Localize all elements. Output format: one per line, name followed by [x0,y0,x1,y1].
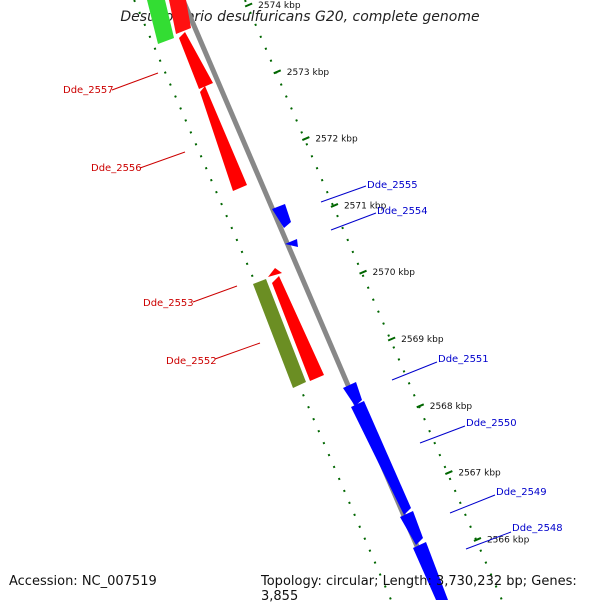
leader-line-dde-2548 [465,531,512,550]
scale-tick [387,336,396,342]
gene-feature-other [147,0,174,44]
scale-tick-label: 2573 kbp [287,68,330,78]
scale-tick [244,2,253,8]
gene-feature-dde-2550 [351,401,411,515]
map-title: Desulfovibrio desulfuricans G20, complet… [120,9,480,25]
leader-line-dde-2552 [214,342,261,360]
gene-label-dde-2551[interactable]: Dde_2551 [438,354,489,365]
scale-tick [330,202,339,208]
leader-line-dde-2557 [111,72,159,91]
scale-tick-label: 2567 kbp [458,469,501,479]
genome-backbone [180,0,443,600]
gene-label-dde-2550[interactable]: Dde_2550 [466,418,517,429]
scale-tick [473,536,482,542]
scale-tick-label: 2570 kbp [373,268,416,278]
gene-label-dde-2553[interactable]: Dde_2553 [143,298,194,309]
gene-feature-dde-2548 [413,542,448,600]
gene-feature-dde-2553 [268,268,282,277]
gene-feature-dde-2557 [179,32,213,89]
scale-tick [444,470,453,476]
scale-tick [416,403,425,409]
gene-feature-dde-2549 [400,511,423,545]
accession-text: Accession: NC_007519 [9,574,157,589]
scale-tick-label: 2572 kbp [315,135,358,145]
gene-label-dde-2548[interactable]: Dde_2548 [512,523,563,534]
gene-feature-dde-2552 [272,276,324,381]
scale-tick-label: 2568 kbp [430,402,473,412]
leader-line-dde-2556 [139,151,186,169]
scale-tick-label: 2569 kbp [401,335,444,345]
gene-label-dde-2549[interactable]: Dde_2549 [496,487,547,498]
scale-tick [273,69,282,75]
scale-tick [359,269,367,275]
leader-line-dde-2553 [192,285,238,303]
leader-line-dde-2555 [320,185,367,203]
gene-feature-dde-2554 [285,239,298,247]
scale-tick-label: 2566 kbp [487,535,530,545]
gene-labels: Dde_2557 Dde_2556 Dde_2555 Dde_2554 Dde_… [63,72,563,550]
gene-feature-rna [253,279,306,388]
gene-label-dde-2554[interactable]: Dde_2554 [377,206,428,217]
gene-label-dde-2555[interactable]: Dde_2555 [367,180,418,191]
scale-tick-label: 2574 kbp [258,1,301,11]
forward-strand-features [272,204,448,600]
gene-label-dde-2557[interactable]: Dde_2557 [63,85,114,96]
scale-tick [301,136,310,142]
scale-tick-label: 2571 kbp [344,201,387,211]
scale-ticks: 2574 kbp 2573 kbp 2572 kbp 2571 kbp 2570 kbp… [244,1,530,545]
reverse-strand-features [147,0,324,388]
gene-feature-dde-2556 [200,86,247,191]
gene-label-dde-2552[interactable]: Dde_2552 [166,356,217,367]
leader-line-dde-2550 [419,425,466,444]
gene-feature-dde-2555 [272,204,291,228]
gene-feature-top-red [169,0,191,34]
gene-feature-dde-2551 [343,382,362,406]
leader-line-dde-2554 [330,212,377,231]
gene-label-dde-2556[interactable]: Dde_2556 [91,163,142,174]
scale-dotted-line-inner [244,0,503,600]
leader-line-dde-2551 [391,361,438,381]
leader-line-dde-2549 [449,494,496,514]
